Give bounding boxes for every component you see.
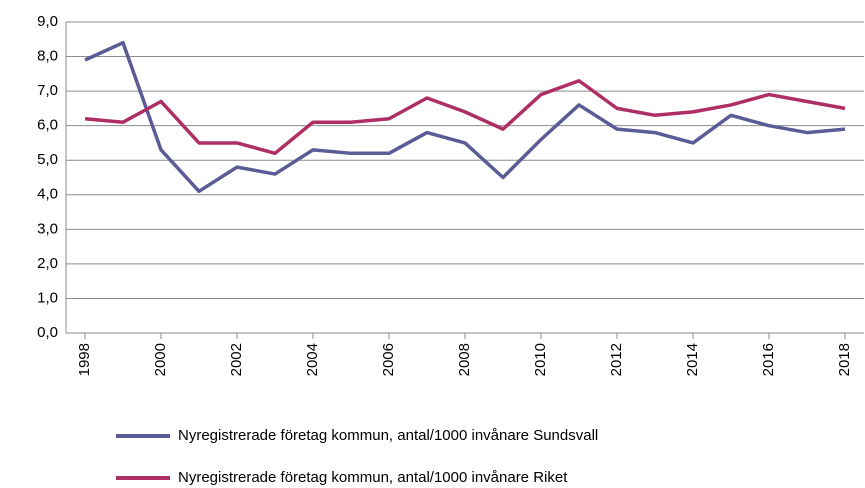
legend-label: Nyregistrerade företag kommun, antal/100… — [178, 427, 598, 444]
x-tick-label: 2014 — [684, 343, 701, 376]
y-tick-label: 9,0 — [37, 13, 58, 30]
x-tick-label: 2008 — [456, 343, 473, 376]
y-tick-label: 2,0 — [37, 255, 58, 272]
x-tick-label: 2016 — [760, 343, 777, 376]
y-tick-label: 3,0 — [37, 220, 58, 237]
x-tick-label: 2012 — [608, 343, 625, 376]
x-tick-label: 2006 — [380, 343, 397, 376]
x-tick-label: 2010 — [532, 343, 549, 376]
x-tick-label: 1998 — [76, 343, 93, 376]
x-tick-label: 2018 — [836, 343, 853, 376]
y-tick-label: 1,0 — [37, 289, 58, 306]
series-line — [84, 40, 846, 194]
x-tick-label: 2000 — [152, 343, 169, 376]
series-line — [84, 78, 846, 156]
y-tick-label: 7,0 — [37, 82, 58, 99]
y-tick-label: 4,0 — [37, 186, 58, 203]
x-tick-label: 2002 — [228, 343, 245, 376]
y-tick-label: 8,0 — [37, 48, 58, 65]
y-tick-label: 6,0 — [37, 117, 58, 134]
y-tick-label: 5,0 — [37, 151, 58, 168]
x-tick-label: 2004 — [304, 343, 321, 376]
legend-label: Nyregistrerade företag kommun, antal/100… — [178, 469, 568, 486]
y-tick-label: 0,0 — [37, 324, 58, 341]
